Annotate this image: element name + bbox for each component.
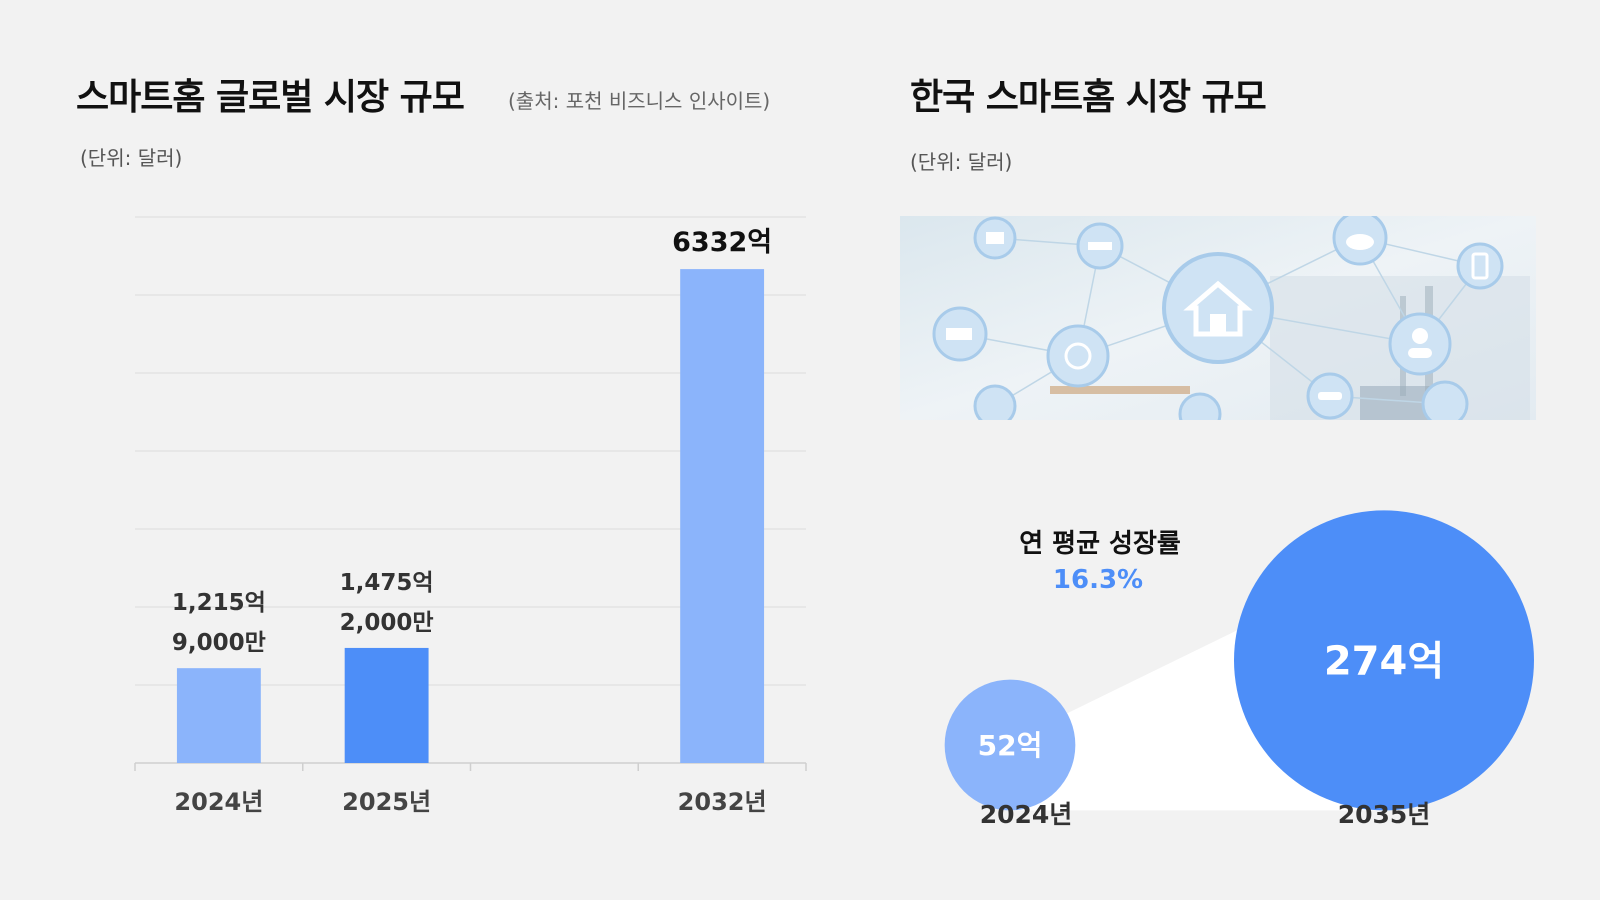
phone-icon bbox=[1456, 242, 1504, 290]
source-note: (출처: 포천 비즈니스 인사이트) bbox=[508, 89, 771, 113]
user-icon bbox=[1388, 312, 1452, 376]
bar-3 bbox=[680, 269, 765, 763]
device-icon bbox=[973, 384, 1017, 420]
car-icon bbox=[1306, 372, 1354, 420]
x-tick-label: 2024년 bbox=[174, 788, 263, 816]
bar-1 bbox=[344, 647, 429, 763]
bar-value-label: 2,000만 bbox=[340, 610, 434, 636]
bar-value-label: 1,215억 bbox=[172, 590, 266, 616]
x-tick-label: 2032년 bbox=[678, 788, 767, 816]
korea-unit-label: (단위: 달러) bbox=[910, 150, 1013, 174]
smart-home-illustration bbox=[900, 216, 1536, 420]
global-unit-label: (단위: 달러) bbox=[80, 146, 183, 170]
x-tick-label: 2025년 bbox=[342, 788, 431, 816]
global-bar-chart: 1,215억 9,000만 2024년 1,475억 2,000만 2025년 6332억 2… bbox=[134, 216, 807, 816]
global-chart-title: 스마트홈 글로벌 시장 규모 bbox=[76, 77, 465, 118]
bubble-2035 bbox=[1234, 510, 1534, 811]
bar-value-label: 1,475억 bbox=[340, 570, 434, 596]
korea-bubble-chart: 52억 274억 연 평균 성장률 16.3% 2024년 2035년 bbox=[944, 510, 1534, 829]
bar-value-label: 6332억 bbox=[672, 227, 772, 258]
chat-icon bbox=[1421, 380, 1469, 420]
cloud-icon bbox=[1332, 216, 1388, 266]
bar-value-label: 9,000만 bbox=[172, 630, 266, 656]
x-tick-label: 2035년 bbox=[1338, 800, 1431, 829]
x-tick-label: 2024년 bbox=[980, 800, 1073, 829]
cagr-value: 16.3% bbox=[1053, 565, 1143, 595]
bubble-value-label: 274억 bbox=[1324, 638, 1444, 684]
robot-icon bbox=[973, 216, 1017, 260]
ac-icon bbox=[1076, 222, 1124, 270]
lamp-icon bbox=[1178, 392, 1222, 420]
korea-chart-title: 한국 스마트홈 시장 규모 bbox=[910, 77, 1267, 118]
camera-icon bbox=[932, 306, 988, 362]
bar-0 bbox=[176, 668, 261, 763]
smart-home-network-image bbox=[900, 216, 1536, 420]
bubble-value-label: 52억 bbox=[978, 729, 1043, 762]
cagr-label: 연 평균 성장률 bbox=[1019, 529, 1181, 559]
house-icon bbox=[1162, 252, 1274, 364]
bubble-2024 bbox=[944, 679, 1076, 811]
brain-icon bbox=[1046, 324, 1110, 388]
